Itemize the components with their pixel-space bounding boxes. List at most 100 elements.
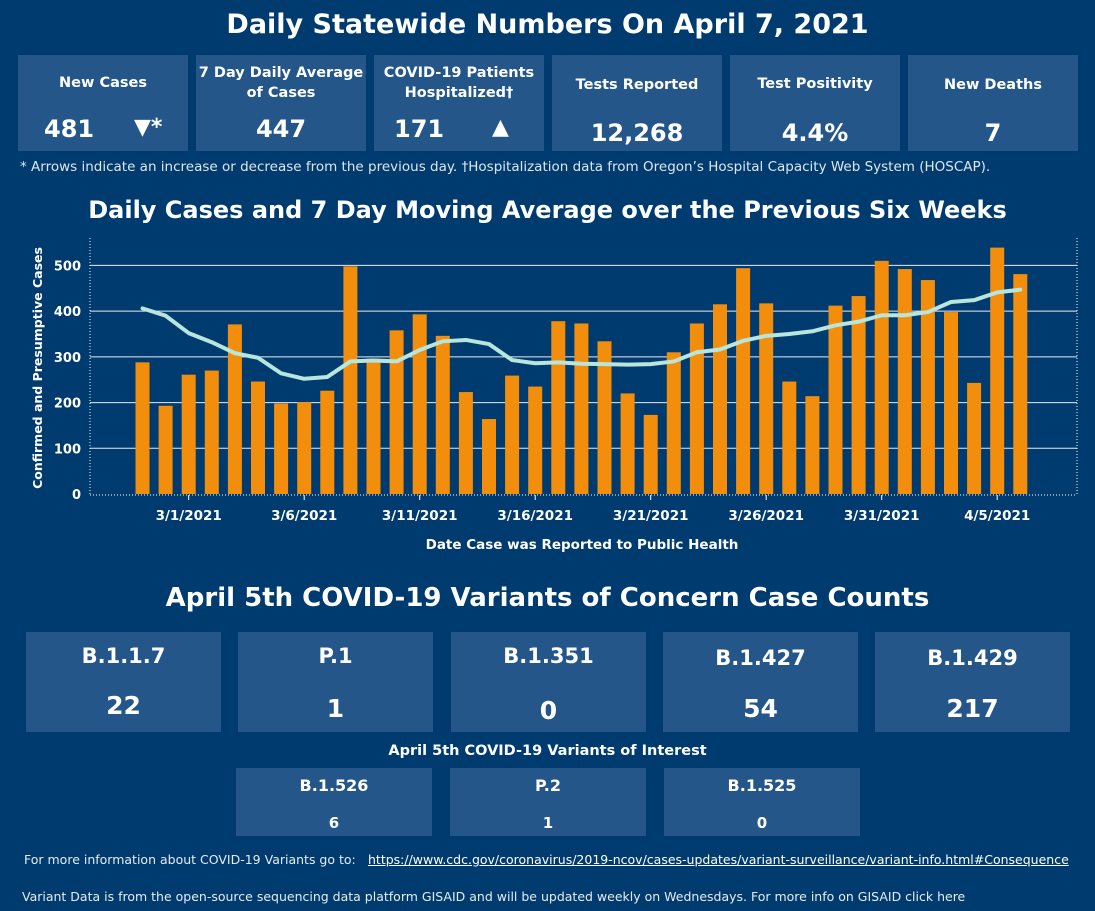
y-tick-label: 300 xyxy=(54,351,81,366)
bar xyxy=(251,381,265,494)
stat-label: 7 Day Daily Average of Cases xyxy=(198,65,364,101)
bar xyxy=(944,312,958,494)
stat-label: New Deaths xyxy=(944,77,1042,93)
variant-card-b1351: B.1.351 0 xyxy=(451,632,646,732)
variant-card-b1429: B.1.429 217 xyxy=(875,632,1070,732)
bar xyxy=(666,352,681,494)
variant-count: 1 xyxy=(326,694,345,723)
bar xyxy=(851,296,866,494)
variant-count: 0 xyxy=(539,696,558,725)
x-tick-label: 4/5/2021 xyxy=(964,508,1030,524)
stat-label: Test Positivity xyxy=(757,76,873,92)
bar xyxy=(366,358,381,494)
cdc-variant-link[interactable]: https://www.cdc.gov/coronavirus/2019-nco… xyxy=(368,852,1069,867)
moving-average-polyline xyxy=(140,287,1023,381)
moving-average-line xyxy=(140,287,1023,381)
bar xyxy=(389,330,404,494)
stat-label: New Cases xyxy=(59,75,147,91)
stat-hospitalized: COVID-19 Patients Hospitalized† 171 ▲ xyxy=(374,55,544,151)
variant-name: B.1.429 xyxy=(927,646,1018,670)
chart-title: Daily Cases and 7 Day Moving Average ove… xyxy=(88,196,1007,224)
bar xyxy=(967,382,982,494)
x-tick-label: 3/26/2021 xyxy=(728,508,804,524)
bar xyxy=(897,269,912,494)
more-info-text: For more information about COVID-19 Vari… xyxy=(24,852,356,867)
y-tick-label: 100 xyxy=(54,442,81,457)
y-tick-label: 200 xyxy=(54,397,81,412)
variant-name: B.1.525 xyxy=(727,776,797,795)
variants-of-interest-title: April 5th COVID-19 Variants of Interest xyxy=(388,743,707,759)
variant-name: P.2 xyxy=(535,776,561,795)
bar-series xyxy=(135,247,1028,494)
x-tick-label: 3/16/2021 xyxy=(497,508,573,524)
bar xyxy=(551,321,566,494)
bar xyxy=(412,314,427,494)
bar xyxy=(574,323,589,494)
daily-cases-chart: 0 100 200 300 400 500 3/1/2021 3/6/2021 3/11/202… xyxy=(30,238,1078,553)
x-tick-label: 3/31/2021 xyxy=(844,508,920,524)
stat-new-cases: New Cases 481 ▼* xyxy=(18,55,188,151)
bar xyxy=(782,381,797,494)
bar xyxy=(343,266,358,494)
variant-name: B.1.351 xyxy=(503,644,594,668)
bar xyxy=(874,260,889,494)
variant-count: 6 xyxy=(328,814,340,832)
y-tick-label: 0 xyxy=(72,488,81,503)
x-tick-label: 3/11/2021 xyxy=(382,508,458,524)
bar xyxy=(320,390,335,494)
axes: 0 100 200 300 400 500 3/1/2021 3/6/2021 3/11/202… xyxy=(54,238,1078,524)
stat-value: 12,268 xyxy=(590,119,684,147)
footnote: * Arrows indicate an increase or decreas… xyxy=(20,159,991,175)
variant-count: 0 xyxy=(756,814,768,832)
stat-value: 7 xyxy=(984,119,1002,147)
y-tick-label: 500 xyxy=(54,259,81,274)
stat-value: 447 xyxy=(255,115,307,143)
stat-7-day-average: 7 Day Daily Average of Cases 447 xyxy=(196,55,366,151)
bar xyxy=(620,393,635,494)
bar xyxy=(505,375,520,494)
bar xyxy=(204,370,219,494)
bar xyxy=(158,405,173,494)
variant-count: 22 xyxy=(106,691,141,720)
x-tick-label: 3/6/2021 xyxy=(271,508,337,524)
variant-card-b117: B.1.1.7 22 xyxy=(26,632,221,732)
bar xyxy=(135,362,150,494)
up-arrow-icon: ▲ xyxy=(492,115,509,140)
bar xyxy=(482,419,496,494)
interest-card-b1525: B.1.525 0 xyxy=(664,768,860,836)
bar xyxy=(805,396,820,494)
stat-value: 4.4% xyxy=(781,119,849,147)
bar xyxy=(1013,274,1028,494)
variant-name: B.1.526 xyxy=(299,776,369,795)
bar xyxy=(920,280,935,494)
variant-name: B.1.427 xyxy=(715,646,806,670)
bar xyxy=(227,324,242,494)
variant-card-p1: P.1 1 xyxy=(238,632,433,732)
bar xyxy=(828,305,843,494)
interest-card-b1526: B.1.526 6 xyxy=(236,768,432,836)
bar xyxy=(713,304,727,494)
x-tick-label: 3/1/2021 xyxy=(156,508,222,524)
bar xyxy=(274,403,289,494)
bar xyxy=(181,374,196,494)
stat-new-deaths: New Deaths 7 xyxy=(908,55,1078,151)
interest-card-p2: P.2 1 xyxy=(450,768,646,836)
stat-value: 171 xyxy=(394,115,445,143)
gisaid-note-link[interactable]: Variant Data is from the open-source seq… xyxy=(22,889,966,904)
down-arrow-icon: ▼* xyxy=(134,115,163,140)
variant-name: B.1.1.7 xyxy=(81,644,166,668)
bar xyxy=(759,303,774,494)
bar xyxy=(689,323,704,494)
bar xyxy=(528,386,543,494)
stat-label: COVID-19 Patients Hospitalized† xyxy=(383,65,535,101)
stat-tests-reported: Tests Reported 12,268 xyxy=(552,55,722,151)
stat-value: 481 xyxy=(44,115,95,143)
bar xyxy=(736,268,751,494)
bar xyxy=(458,392,473,494)
bar xyxy=(643,414,658,494)
y-tick-label: 400 xyxy=(54,305,81,320)
variants-title: April 5th COVID-19 Variants of Concern C… xyxy=(165,583,930,613)
variant-count: 54 xyxy=(743,694,778,723)
x-tick-label: 3/21/2021 xyxy=(613,508,689,524)
variant-count: 1 xyxy=(542,814,554,832)
